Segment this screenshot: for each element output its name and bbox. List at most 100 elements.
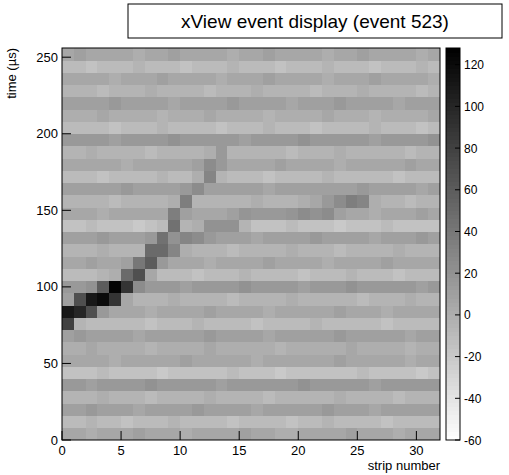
- color-bar-step: [446, 94, 460, 99]
- cell: [263, 256, 275, 269]
- cell: [346, 134, 358, 147]
- cell: [416, 183, 428, 196]
- cell: [239, 109, 251, 122]
- cell: [133, 60, 145, 73]
- cell: [86, 379, 98, 392]
- cell: [275, 244, 287, 257]
- cell: [86, 330, 98, 343]
- cell: [428, 183, 440, 196]
- cell: [239, 244, 251, 257]
- cell: [192, 146, 204, 159]
- cell: [74, 293, 86, 306]
- cell: [416, 269, 428, 282]
- cell: [168, 367, 180, 380]
- cell: [263, 403, 275, 416]
- cell: [157, 207, 169, 220]
- cell: [86, 134, 98, 147]
- cell: [97, 293, 109, 306]
- color-bar-step: [446, 386, 460, 391]
- color-bar-step: [446, 106, 460, 111]
- cell: [381, 109, 393, 122]
- cell: [192, 171, 204, 184]
- cell: [263, 318, 275, 331]
- cell: [74, 232, 86, 245]
- cell: [180, 195, 192, 208]
- cell: [357, 293, 369, 306]
- cell: [133, 342, 145, 355]
- cell: [286, 232, 298, 245]
- cell: [97, 354, 109, 367]
- color-tick-label: 80: [464, 142, 478, 156]
- cell: [286, 330, 298, 343]
- cell: [239, 97, 251, 110]
- cell: [416, 122, 428, 135]
- color-tick: [455, 314, 460, 315]
- cell: [192, 158, 204, 171]
- cell: [428, 318, 440, 331]
- color-bar-step: [446, 119, 460, 124]
- cell: [346, 416, 358, 429]
- cell: [157, 122, 169, 135]
- cell: [216, 244, 228, 257]
- cell: [357, 330, 369, 343]
- cell: [109, 342, 121, 355]
- cell: [416, 232, 428, 245]
- cell: [216, 183, 228, 196]
- color-tick: [455, 189, 460, 190]
- cell: [334, 256, 346, 269]
- cell: [428, 60, 440, 73]
- cell: [109, 367, 121, 380]
- color-bar-step: [446, 86, 460, 91]
- cell: [145, 183, 157, 196]
- cell: [74, 379, 86, 392]
- cell: [121, 428, 133, 440]
- cell: [322, 85, 334, 98]
- cell: [62, 171, 74, 184]
- cell: [334, 85, 346, 98]
- cell: [97, 403, 109, 416]
- cell: [109, 158, 121, 171]
- cell: [192, 244, 204, 257]
- cell: [369, 48, 381, 61]
- cell: [393, 85, 405, 98]
- color-bar-step: [446, 252, 460, 257]
- cell: [180, 220, 192, 233]
- cell: [121, 318, 133, 331]
- x-tick-label: 0: [58, 443, 65, 458]
- cell: [227, 416, 239, 429]
- cell: [86, 403, 98, 416]
- cell: [381, 367, 393, 380]
- color-bar-step: [446, 323, 460, 328]
- color-tick-label: 20: [464, 267, 478, 281]
- cell: [286, 134, 298, 147]
- cell: [62, 97, 74, 110]
- x-tick-label: 30: [409, 443, 423, 458]
- cell: [204, 48, 216, 61]
- cell: [369, 367, 381, 380]
- color-bar-step: [446, 52, 460, 57]
- cell: [286, 367, 298, 380]
- color-bar-step: [446, 340, 460, 345]
- cell: [393, 391, 405, 404]
- x-tick: [62, 431, 63, 440]
- cell: [251, 403, 263, 416]
- cell: [405, 207, 417, 220]
- color-bar-step: [446, 173, 460, 178]
- cell: [298, 416, 310, 429]
- cell: [204, 244, 216, 257]
- color-tick: [455, 273, 460, 274]
- cell: [157, 60, 169, 73]
- cell: [298, 146, 310, 159]
- cell: [275, 391, 287, 404]
- y-tick: [62, 440, 71, 441]
- cell: [416, 134, 428, 147]
- cell: [322, 48, 334, 61]
- cell: [393, 171, 405, 184]
- cell: [145, 342, 157, 355]
- plot-frame: [62, 48, 440, 440]
- cell: [310, 134, 322, 147]
- cell: [334, 207, 346, 220]
- cell: [227, 391, 239, 404]
- cell: [109, 281, 121, 294]
- cell: [133, 403, 145, 416]
